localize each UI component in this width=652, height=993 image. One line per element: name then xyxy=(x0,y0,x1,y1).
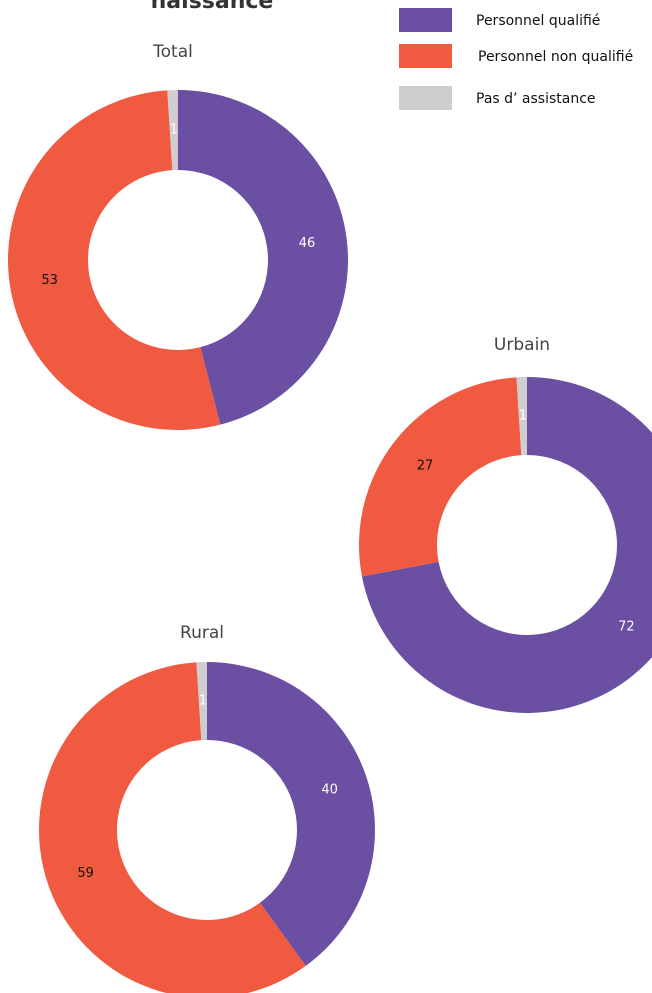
legend-swatch xyxy=(399,8,452,32)
legend-label: Personnel non qualifié xyxy=(478,49,633,65)
donut-slice xyxy=(196,662,207,741)
legend-swatch xyxy=(399,86,452,110)
legend-label: Personnel qualifié xyxy=(476,13,600,29)
value-label: 1 xyxy=(199,694,207,709)
legend-label: Pas d’ assistance xyxy=(476,91,596,107)
value-label: 53 xyxy=(41,273,58,288)
value-label: 1 xyxy=(170,123,178,138)
legend-swatch xyxy=(399,44,452,68)
donut-slice xyxy=(8,90,221,430)
donut-slice xyxy=(516,377,527,456)
donut-slice xyxy=(207,662,375,966)
donut-slice xyxy=(178,90,349,425)
value-label: 46 xyxy=(299,236,316,251)
value-label: 59 xyxy=(77,866,94,881)
donut-slice xyxy=(39,662,306,993)
pie-title: Rural xyxy=(180,623,224,643)
donut-slice xyxy=(359,377,522,577)
donut-slice xyxy=(167,90,178,171)
value-label: 1 xyxy=(519,409,527,424)
value-label: 72 xyxy=(618,620,635,635)
donut-slice xyxy=(361,377,652,713)
pie-title: Urbain xyxy=(494,335,550,355)
pie-title: Total xyxy=(152,42,193,62)
value-label: 27 xyxy=(417,458,434,473)
chart-title: naissance xyxy=(151,0,274,14)
value-label: 40 xyxy=(321,783,338,798)
